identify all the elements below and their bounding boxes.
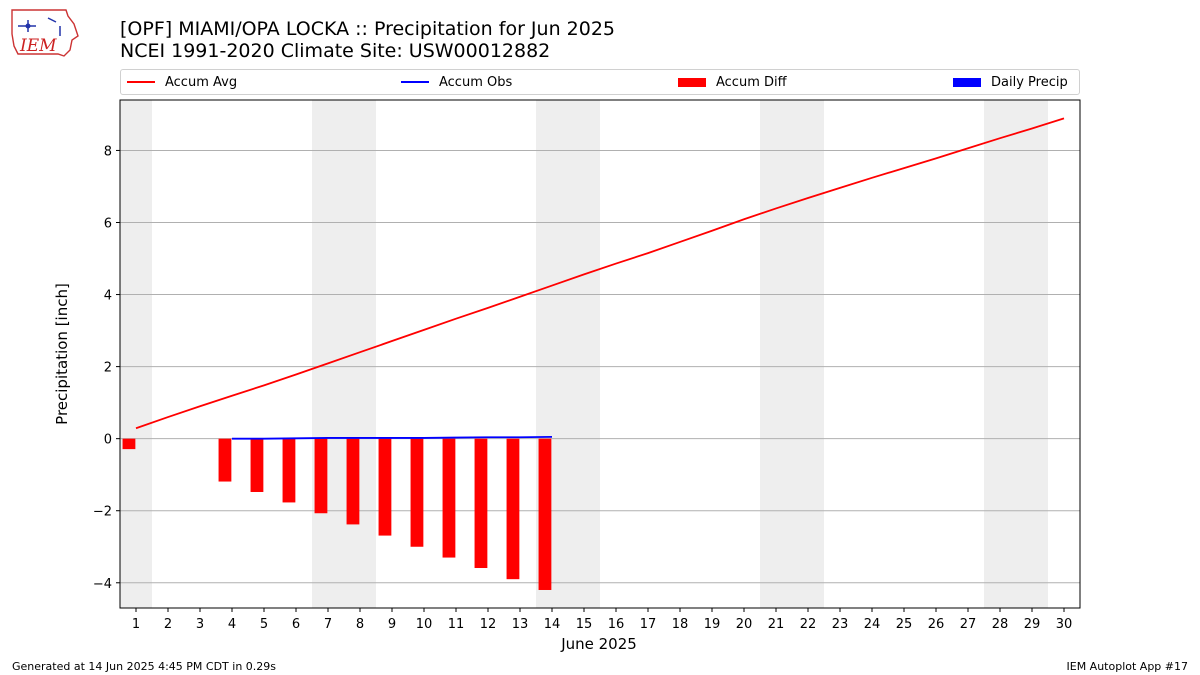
accum-diff-bar-day-9 xyxy=(378,438,392,536)
x-tick-label-17: 17 xyxy=(640,617,657,632)
accum-diff-bar-day-5 xyxy=(250,438,264,492)
legend-label-daily-precip: Daily Precip xyxy=(991,74,1068,90)
legend-label-accum-avg: Accum Avg xyxy=(165,74,238,90)
x-tick-label-4: 4 xyxy=(228,617,236,632)
accum-diff-bar-day-1 xyxy=(122,438,136,450)
x-tick-label-19: 19 xyxy=(704,617,721,632)
plot-frame xyxy=(119,99,1081,609)
y-tick-label-2: 2 xyxy=(104,361,112,376)
y-tick-label-0: 0 xyxy=(104,433,112,448)
x-tick-label-23: 23 xyxy=(832,617,849,632)
x-tick-label-14: 14 xyxy=(544,617,561,632)
legend-swatch-accum-obs xyxy=(401,81,429,83)
accum-diff-bar-day-12 xyxy=(474,438,488,569)
chart-title: [OPF] MIAMI/OPA LOCKA :: Precipitation f… xyxy=(120,18,616,40)
legend-label-accum-obs: Accum Obs xyxy=(439,74,513,90)
x-tick-label-6: 6 xyxy=(292,617,300,632)
x-tick-label-29: 29 xyxy=(1024,617,1041,632)
legend-swatch-accum-diff xyxy=(678,77,706,87)
x-tick-label-1: 1 xyxy=(132,617,140,632)
chart-subtitle: NCEI 1991-2020 Climate Site: USW00012882 xyxy=(120,40,551,62)
y-tick-label-8: 8 xyxy=(104,144,112,159)
accum-diff-bar-day-14 xyxy=(538,438,552,590)
accum-diff-bar-day-7 xyxy=(314,438,328,514)
x-tick-label-16: 16 xyxy=(608,617,625,632)
accum-diff-bar-day-8 xyxy=(346,438,360,525)
x-tick-label-9: 9 xyxy=(388,617,396,632)
x-tick-label-5: 5 xyxy=(260,617,268,632)
legend-item-accum-obs: Accum Obs xyxy=(401,70,512,94)
generated-footer: Generated at 14 Jun 2025 4:45 PM CDT in … xyxy=(12,660,277,673)
accum-diff-bar-day-11 xyxy=(442,438,456,558)
legend-swatch-daily-precip xyxy=(953,77,981,87)
x-tick-label-2: 2 xyxy=(164,617,172,632)
x-tick-label-18: 18 xyxy=(672,617,689,632)
x-tick-label-20: 20 xyxy=(736,617,753,632)
accum-diff-bar-day-10 xyxy=(410,438,424,547)
weekend-shade-2 xyxy=(312,100,376,608)
x-tick-label-30: 30 xyxy=(1056,617,1073,632)
y-tick-label-6: 6 xyxy=(104,216,112,231)
accum-diff-bar-day-13 xyxy=(506,438,520,580)
x-tick-label-28: 28 xyxy=(992,617,1009,632)
weekend-shade-4 xyxy=(760,100,824,608)
accum-avg-line xyxy=(135,117,1065,430)
x-tick-label-8: 8 xyxy=(356,617,364,632)
legend-swatch-accum-avg xyxy=(127,81,155,83)
x-tick-label-24: 24 xyxy=(864,617,881,632)
weekend-shade-1 xyxy=(120,100,152,608)
x-tick-label-26: 26 xyxy=(928,617,945,632)
accum-diff-bar-day-6 xyxy=(282,438,296,503)
legend-item-accum-diff: Accum Diff xyxy=(678,70,787,94)
y-axis-label: Precipitation [inch] xyxy=(53,283,71,425)
x-tick-label-13: 13 xyxy=(512,617,529,632)
app-footer: IEM Autoplot App #17 xyxy=(1066,660,1189,673)
legend-item-daily-precip: Daily Precip xyxy=(953,70,1068,94)
accum-obs-line xyxy=(232,435,553,440)
y-tick-label-4: 4 xyxy=(104,289,112,304)
y-tick-label--4: −4 xyxy=(93,577,112,592)
svg-text:IEM: IEM xyxy=(19,36,57,56)
x-tick-label-3: 3 xyxy=(196,617,204,632)
x-tick-label-25: 25 xyxy=(896,617,913,632)
x-tick-label-10: 10 xyxy=(416,617,433,632)
x-tick-label-12: 12 xyxy=(480,617,497,632)
x-tick-label-21: 21 xyxy=(768,617,785,632)
x-tick-label-22: 22 xyxy=(800,617,817,632)
x-tick-label-11: 11 xyxy=(448,617,465,632)
x-axis-label: June 2025 xyxy=(561,635,637,653)
iem-logo: IEM xyxy=(11,9,79,57)
chart-legend: Accum Avg Accum Obs Accum Diff Daily Pre… xyxy=(120,69,1080,95)
weekend-shade-5 xyxy=(984,100,1048,608)
x-tick-label-7: 7 xyxy=(324,617,332,632)
legend-item-accum-avg: Accum Avg xyxy=(127,70,237,94)
y-tick-label--2: −2 xyxy=(93,505,112,520)
accum-diff-bar-day-4 xyxy=(218,438,232,482)
x-tick-label-27: 27 xyxy=(960,617,977,632)
legend-label-accum-diff: Accum Diff xyxy=(716,74,787,90)
x-tick-label-15: 15 xyxy=(576,617,593,632)
